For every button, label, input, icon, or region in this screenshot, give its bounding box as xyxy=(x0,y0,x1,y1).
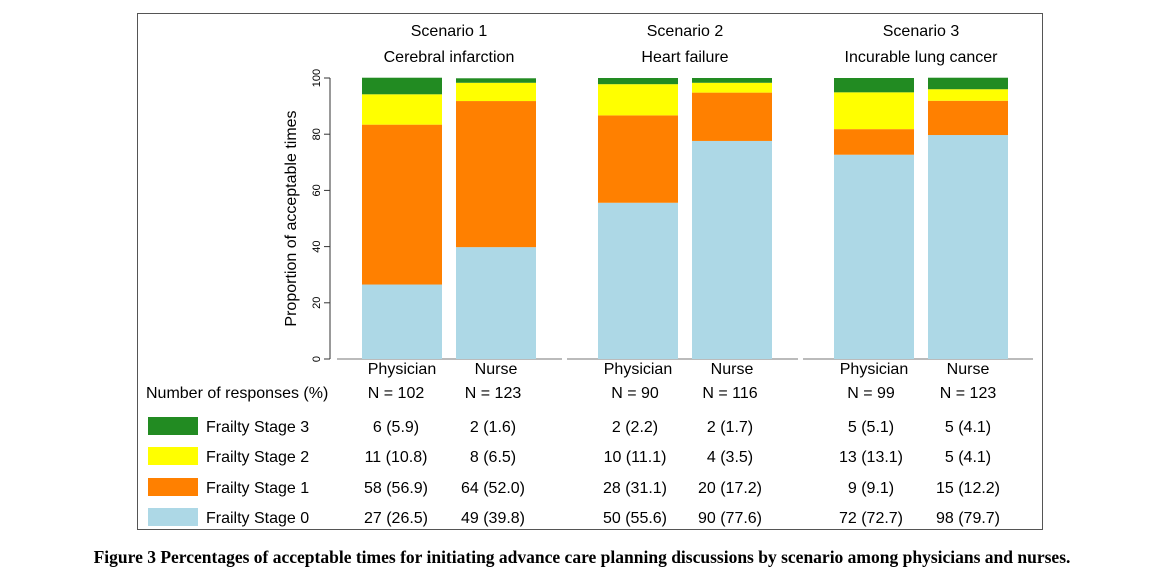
bar-segment xyxy=(362,77,442,95)
bar-segment xyxy=(362,94,442,125)
scenario-title: Scenario 3 xyxy=(883,23,960,40)
legend-label: Frailty Stage 3 xyxy=(206,419,309,436)
bar-segment xyxy=(928,89,1008,101)
group-label: Nurse xyxy=(711,361,754,378)
bar-segment xyxy=(362,124,442,285)
group-label: Nurse xyxy=(475,361,518,378)
table-cell: 90 (77.6) xyxy=(698,510,762,527)
scenario-subtitle: Incurable lung cancer xyxy=(845,49,999,66)
n-label: N = 90 xyxy=(611,385,659,402)
y-tick-label: 60 xyxy=(311,184,323,196)
stacked-bar-chart: 0 20 40 60 80 100 Proportion of acceptable tim… xyxy=(146,23,1033,527)
bar-segment xyxy=(928,135,1008,359)
table-cell: 27 (26.5) xyxy=(364,510,428,527)
n-label: N = 102 xyxy=(368,385,425,402)
group-label: Physician xyxy=(604,361,672,378)
bar-segment xyxy=(834,92,914,130)
table-cell: 58 (56.9) xyxy=(364,480,428,497)
legend-label: Frailty Stage 2 xyxy=(206,449,309,466)
table-cell: 2 (1.6) xyxy=(470,419,516,436)
table-cell: 4 (3.5) xyxy=(707,449,753,466)
table-cell: 11 (10.8) xyxy=(365,449,428,466)
table-cell: 15 (12.2) xyxy=(936,480,1000,497)
legend-swatch xyxy=(148,447,198,465)
y-tick-label: 40 xyxy=(311,240,323,252)
table-cell: 10 (11.1) xyxy=(604,449,667,466)
legend-label: Frailty Stage 1 xyxy=(206,480,309,497)
table-cell: 5 (5.1) xyxy=(848,419,894,436)
bar-segment xyxy=(692,82,772,93)
y-tick-label: 80 xyxy=(311,128,323,140)
table-cell: 8 (6.5) xyxy=(470,449,516,466)
group-label: Physician xyxy=(840,361,908,378)
group-label: Physician xyxy=(368,361,436,378)
bar-segment xyxy=(692,140,772,359)
scenario-subtitle: Cerebral infarction xyxy=(384,49,515,66)
n-label: N = 123 xyxy=(940,385,997,402)
bar-segment xyxy=(834,154,914,359)
legend-swatch xyxy=(148,478,198,496)
scenario-title: Scenario 2 xyxy=(647,23,724,40)
bar-segment xyxy=(598,84,678,116)
bar-segment xyxy=(692,78,772,83)
y-tick-label: 100 xyxy=(311,69,323,87)
table-header: Number of responses (%) xyxy=(146,385,328,402)
bar-segment xyxy=(598,202,678,359)
table-cell: 98 (79.7) xyxy=(936,510,1000,527)
bar-segment xyxy=(928,100,1008,136)
bar-segment xyxy=(456,101,536,248)
bar-segment xyxy=(598,115,678,203)
figure-frame: 0 20 40 60 80 100 Proportion of acceptable tim… xyxy=(137,13,1043,530)
table-cell: 5 (4.1) xyxy=(945,449,991,466)
bar-segment xyxy=(692,92,772,141)
bar-segment xyxy=(456,247,536,359)
legend-swatch xyxy=(148,508,198,526)
table-cell: 6 (5.9) xyxy=(373,419,419,436)
table-cell: 2 (2.2) xyxy=(612,419,658,436)
table-cell: 5 (4.1) xyxy=(945,419,991,436)
n-label: N = 99 xyxy=(847,385,895,402)
bar-segment xyxy=(834,129,914,155)
scenario-subtitle: Heart failure xyxy=(641,49,728,66)
n-label: N = 116 xyxy=(702,385,757,402)
group-label: Nurse xyxy=(947,361,990,378)
table-cell: 72 (72.7) xyxy=(839,510,903,527)
bar-segment xyxy=(362,284,442,359)
table-cell: 20 (17.2) xyxy=(698,480,762,497)
legend-label: Frailty Stage 0 xyxy=(206,510,309,527)
bar-segment xyxy=(834,78,914,93)
bar-segment xyxy=(456,82,536,102)
table-cell: 9 (9.1) xyxy=(848,480,894,497)
table-cell: 28 (31.1) xyxy=(603,480,667,497)
figure-caption: Figure 3 Percentages of acceptable times… xyxy=(93,547,1071,567)
y-tick-label: 0 xyxy=(311,356,323,362)
table-cell: 13 (13.1) xyxy=(839,449,903,466)
table-cell: 64 (52.0) xyxy=(461,480,525,497)
table-cell: 50 (55.6) xyxy=(603,510,667,527)
y-tick-label: 20 xyxy=(311,297,323,309)
bar-segment xyxy=(598,78,678,85)
legend-swatch xyxy=(148,417,198,435)
scenario-title: Scenario 1 xyxy=(411,23,488,40)
table-cell: 49 (39.8) xyxy=(461,510,525,527)
n-label: N = 123 xyxy=(465,385,522,402)
bar-segment xyxy=(928,77,1008,90)
table-cell: 2 (1.7) xyxy=(707,419,753,436)
bar-segment xyxy=(456,78,536,83)
y-axis-label: Proportion of acceptable times xyxy=(283,110,300,326)
